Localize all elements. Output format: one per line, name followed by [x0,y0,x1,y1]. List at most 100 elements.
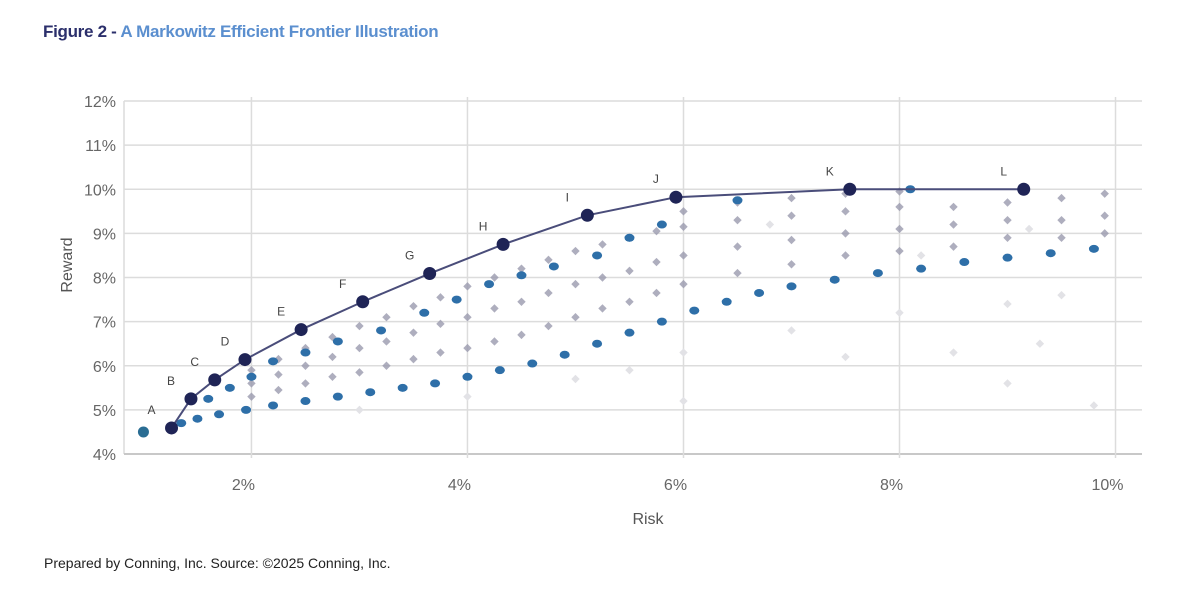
y-tick-label: 8% [93,271,116,288]
highlight-point [872,269,883,278]
portfolio-point [382,337,391,346]
faint-portfolio-point [1024,224,1034,234]
single-asset-point [137,426,149,438]
frontier-point-label: G [405,249,414,263]
portfolio-point [571,313,580,322]
x-axis-ticks: 2% 4% 6% 8% 10% [232,477,1124,494]
portfolio-point [463,313,472,322]
portfolio-point [679,207,688,216]
highlight-point [176,419,187,428]
portfolio-point [652,257,661,267]
portfolio-point [382,313,391,322]
portfolio-point [517,330,526,340]
portfolio-point [895,224,904,234]
portfolio-point [571,246,580,256]
highlight-point [559,350,570,359]
highlight-point [462,372,473,381]
portfolio-point [544,255,553,265]
portfolio-point [1100,229,1109,238]
frontier-point [165,421,179,435]
portfolio-point [274,385,283,395]
highlight-point [332,392,343,401]
portfolio-point [517,264,526,273]
portfolio-point [301,361,310,370]
highlight-point [365,388,376,397]
portfolio-point [463,343,472,353]
highlight-point [829,275,840,284]
portfolio-point [436,293,445,302]
highlight-point [916,264,927,273]
highlight-point [332,337,343,346]
frontier-point [208,373,222,387]
portfolio-point [598,240,607,249]
portfolio-point [1003,233,1012,242]
faint-portfolio-point [625,365,634,375]
portfolio-point [679,251,688,260]
frontier-point-label: K [826,164,834,178]
highlight-point [786,282,797,291]
frontier-point [294,323,308,337]
portfolio-point [598,273,607,282]
portfolio-point [490,273,499,282]
frontier-point [184,392,198,406]
frontier-point [669,190,683,204]
highlight-point [494,366,505,375]
portfolio-point [733,242,742,251]
highlight-point [246,372,257,381]
faint-portfolio-point [841,352,850,362]
portfolio-point [598,304,607,313]
highlight-point [419,308,430,317]
portfolio-point [1003,198,1012,207]
portfolio-point [895,246,904,256]
portfolio-point [274,370,283,379]
portfolio-point [328,352,337,362]
y-tick-label: 11% [85,138,116,155]
highlight-point [656,220,667,229]
portfolio-point [625,266,634,276]
portfolio-point [490,304,499,313]
highlight-point [592,339,603,348]
frontier-point [356,295,370,309]
portfolio-point [301,379,310,388]
portfolio-point [787,211,796,220]
portfolio-point [1057,215,1066,225]
y-tick-label: 5% [93,403,116,420]
portfolio-point [679,279,688,289]
highlight-point [548,262,559,271]
x-tick-label: 4% [448,477,471,494]
portfolio-point [949,242,958,251]
faint-portfolio-point [463,392,472,401]
highlight-point [214,410,225,419]
frontier-point-label: C [190,355,199,369]
portfolio-point [247,365,256,375]
frontier-point [423,267,437,281]
portfolio-point [949,202,958,212]
y-axis-label: Reward [59,237,76,292]
highlight-point [451,295,462,304]
source-note: Prepared by Conning, Inc. Source: ©2025 … [44,555,391,571]
faint-portfolio-point [1035,339,1045,348]
frontier-point [238,353,252,367]
frontier-point-label: A [148,403,156,417]
portfolio-point [733,215,742,225]
faint-portfolio-point [679,348,688,357]
frontier-point-label: J [653,172,659,186]
highlight-point [516,271,527,280]
highlight-point [376,326,387,335]
portfolio-point [787,260,796,269]
frontier-point-label: I [566,190,569,204]
portfolio-point [247,379,256,388]
highlight-point [300,397,311,406]
highlight-point [732,196,743,205]
faint-portfolio-point [355,405,364,415]
highlight-point [721,297,732,306]
portfolio-point [544,321,553,331]
x-tick-label: 6% [664,477,687,494]
frontier-point [843,182,857,196]
faint-portfolio-point [1089,401,1099,410]
frontier-point-label: L [1000,164,1007,178]
portfolio-point [436,348,445,357]
faint-portfolio-point [679,396,688,406]
frontier-point-label: E [277,305,285,319]
